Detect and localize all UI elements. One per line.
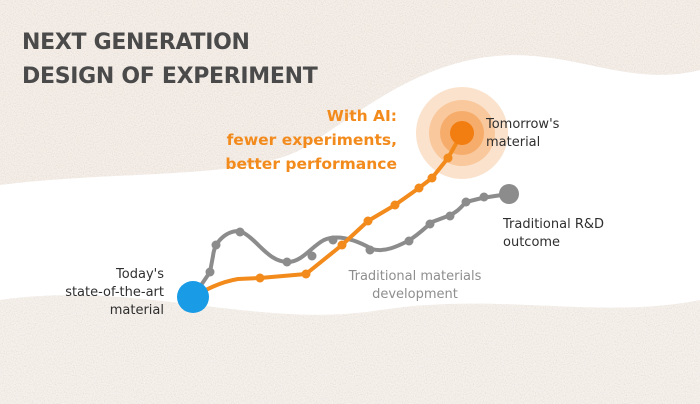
start-node [177, 281, 209, 313]
title-line-1: NEXT GENERATION [22, 30, 250, 55]
ai-step [427, 173, 437, 183]
ai-callout: With AI: fewer experiments, better perfo… [225, 104, 397, 176]
ai-step [301, 269, 311, 279]
traditional-path-label-line-1: Traditional materials [348, 269, 482, 284]
ai-callout-line-1: With AI: [326, 107, 397, 125]
traditional-step [445, 211, 455, 221]
ai-end-label-line-1: Tomorrow's [486, 117, 560, 132]
ai-end-label: Tomorrow's material [486, 116, 559, 152]
traditional-step [235, 227, 245, 237]
traditional-path-label-line-2: development [372, 287, 458, 302]
ai-step [414, 183, 424, 193]
traditional-step [365, 245, 375, 255]
traditional-step [205, 267, 215, 277]
ai-step [255, 273, 265, 283]
start-label-line-3: material [109, 303, 164, 318]
traditional-end-label-line-1: Traditional R&D [503, 217, 604, 232]
diagram-title: NEXT GENERATION DESIGN OF EXPERIMENT [22, 26, 318, 94]
ai-step [363, 216, 373, 226]
ai-step [390, 200, 400, 210]
ai-callout-line-3: better performance [225, 155, 397, 173]
start-label: Today's state-of-the-art material [65, 266, 164, 320]
traditional-step [425, 219, 435, 229]
traditional-step [404, 236, 414, 246]
traditional-path-label: Traditional materials development [330, 268, 500, 304]
traditional-end-node [499, 184, 519, 204]
traditional-step [328, 235, 338, 245]
ai-step [337, 240, 347, 250]
start-label-line-2: state-of-the-art [65, 285, 164, 300]
traditional-end-label: Traditional R&D outcome [503, 216, 604, 252]
traditional-end-label-line-2: outcome [503, 235, 561, 250]
traditional-step [479, 192, 489, 202]
traditional-step [211, 240, 221, 250]
traditional-step [307, 251, 317, 261]
title-line-2: DESIGN OF EXPERIMENT [22, 64, 318, 89]
start-label-line-1: Today's [116, 267, 164, 282]
traditional-step [282, 257, 292, 267]
ai-end-node [450, 121, 474, 145]
ai-end-label-line-2: material [486, 135, 541, 150]
ai-step [443, 153, 453, 163]
ai-callout-line-2: fewer experiments, [226, 131, 397, 149]
traditional-step [461, 197, 471, 207]
